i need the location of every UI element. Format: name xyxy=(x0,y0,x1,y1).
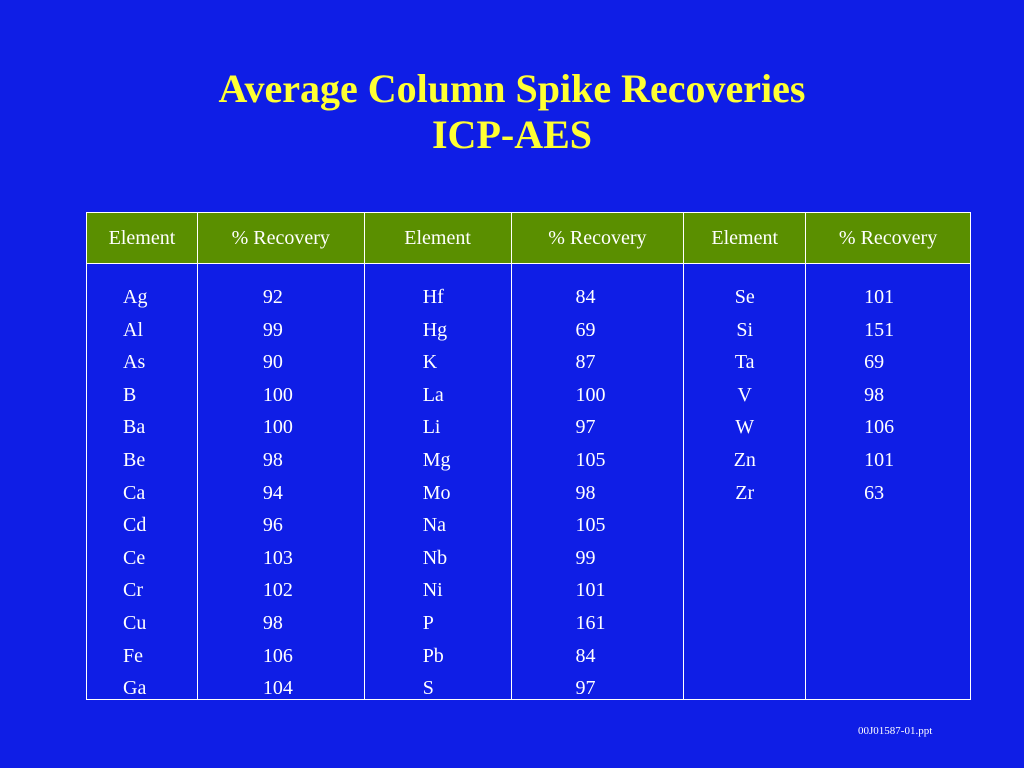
element-symbol: Cd xyxy=(123,514,147,537)
recovery-value: 84 xyxy=(575,644,596,667)
recovery-value: 100 xyxy=(262,383,293,406)
slide-title-line1: Average Column Spike Recoveries xyxy=(218,66,806,111)
recovery-value: 63 xyxy=(864,481,885,504)
recovery-value: 101 xyxy=(864,448,895,471)
element-symbol: P xyxy=(422,611,434,634)
recovery-value: 151 xyxy=(864,318,895,341)
element-symbol: La xyxy=(422,383,444,406)
recovery-value: 98 xyxy=(262,611,283,634)
recovery-value: 101 xyxy=(864,286,895,308)
element-column-3: Se Si Ta V W Zn Zr xyxy=(683,263,807,700)
recovery-table: Element % Recovery Element % Recovery El… xyxy=(86,212,971,700)
file-name-footer: 00J01587-01.ppt xyxy=(858,725,933,737)
element-column-2: Hf Hg K La Li Mg Mo Na Nb Ni P Pb S xyxy=(363,263,512,700)
header-recovery-1: % Recovery xyxy=(196,212,365,264)
recovery-value: 106 xyxy=(864,416,895,439)
recovery-value: 105 xyxy=(575,514,606,537)
element-symbol: Fe xyxy=(123,644,143,667)
recovery-value: 100 xyxy=(575,383,606,406)
element-symbol: V xyxy=(737,383,752,406)
recovery-value: 94 xyxy=(262,481,283,504)
recovery-value: 92 xyxy=(262,286,283,308)
recovery-column-2: 84 69 87 100 97 105 98 105 99 101 161 84 97 xyxy=(510,263,685,700)
recovery-value: 84 xyxy=(575,286,596,308)
header-element-2: Element xyxy=(363,212,512,264)
element-symbol: Ni xyxy=(422,579,443,602)
element-symbol: Li xyxy=(422,416,441,439)
table-header-row: Element % Recovery Element % Recovery El… xyxy=(86,212,971,264)
recovery-value: 98 xyxy=(575,481,596,504)
element-symbol: Ag xyxy=(123,286,148,308)
recovery-value: 161 xyxy=(575,611,606,634)
element-symbol: Na xyxy=(422,514,447,537)
element-symbol: Zr xyxy=(735,481,755,504)
recovery-value: 97 xyxy=(575,416,596,439)
element-symbol: Hg xyxy=(422,318,448,341)
recovery-value: 98 xyxy=(262,448,283,471)
slide-title: Average Column Spike Recoveries ICP-AES xyxy=(0,66,1024,158)
element-symbol: Hf xyxy=(422,286,444,308)
element-symbol: Be xyxy=(123,448,146,471)
recovery-value: 69 xyxy=(575,318,596,341)
recovery-value: 87 xyxy=(575,351,596,374)
element-symbol: Nb xyxy=(422,546,448,569)
recovery-value: 97 xyxy=(575,677,596,700)
element-symbol: Ce xyxy=(123,546,146,569)
recovery-column-3: 101 151 69 98 106 101 63 xyxy=(805,263,971,700)
element-symbol: W xyxy=(735,416,755,439)
element-column-1: Ag Al As B Ba Be Ca Cd Ce Cr Cu Fe Ga xyxy=(86,263,198,700)
recovery-value: 100 xyxy=(262,416,293,439)
element-symbol: Mo xyxy=(422,481,451,504)
header-element-1: Element xyxy=(86,212,198,264)
recovery-value: 102 xyxy=(262,579,293,602)
recovery-column-1: 92 99 90 100 100 98 94 96 103 102 98 106 104 xyxy=(196,263,365,700)
header-recovery-2: % Recovery xyxy=(510,212,685,264)
recovery-value: 99 xyxy=(262,318,283,341)
recovery-value: 103 xyxy=(262,546,293,569)
element-symbol: Pb xyxy=(422,644,444,667)
recovery-value: 96 xyxy=(262,514,283,537)
element-symbol: Ca xyxy=(123,481,146,504)
recovery-value: 98 xyxy=(864,383,885,406)
element-symbol: Cu xyxy=(123,611,147,634)
element-symbol: Al xyxy=(123,318,143,341)
recovery-value: 69 xyxy=(864,351,885,374)
element-symbol: Zn xyxy=(733,448,756,471)
element-symbol: Se xyxy=(734,286,755,308)
slide-title-line2: ICP-AES xyxy=(431,112,593,157)
element-symbol: Ta xyxy=(734,351,755,374)
element-symbol: S xyxy=(422,677,434,700)
recovery-value: 90 xyxy=(262,351,283,374)
header-recovery-3: % Recovery xyxy=(805,212,971,264)
element-symbol: Cr xyxy=(123,579,143,602)
element-symbol: Si xyxy=(736,318,754,341)
element-symbol: B xyxy=(123,383,137,406)
element-symbol: Ba xyxy=(123,416,146,439)
element-symbol: Ga xyxy=(123,677,147,700)
element-symbol: K xyxy=(422,351,438,374)
recovery-value: 104 xyxy=(262,677,293,700)
table-body-row: Ag Al As B Ba Be Ca Cd Ce Cr Cu Fe Ga 92 99 90 100 100 98… xyxy=(86,263,971,700)
recovery-value: 99 xyxy=(575,546,596,569)
recovery-value: 101 xyxy=(575,579,606,602)
recovery-value: 106 xyxy=(262,644,293,667)
element-symbol: Mg xyxy=(422,448,451,471)
header-element-3: Element xyxy=(683,212,807,264)
recovery-value: 105 xyxy=(575,448,606,471)
element-symbol: As xyxy=(123,351,146,374)
